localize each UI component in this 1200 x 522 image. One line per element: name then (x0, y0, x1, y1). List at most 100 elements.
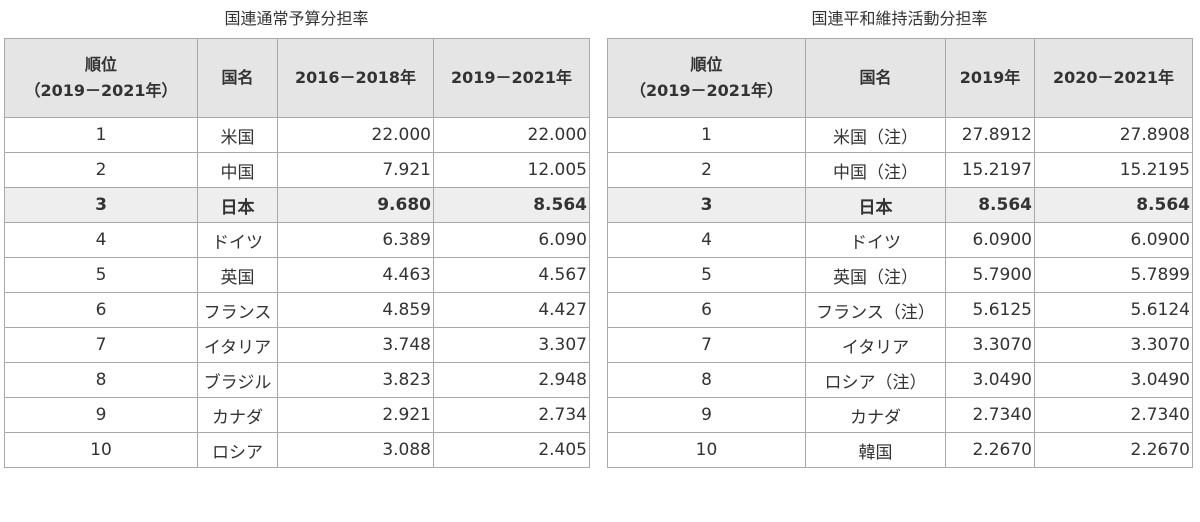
rank-cell: 5 (4, 257, 198, 293)
value-cell-1: 6.389 (277, 222, 434, 258)
period-column-header-1: 2016－2018年 (277, 38, 434, 118)
country-cell: 英国 (197, 257, 278, 293)
value-cell-1: 27.8912 (945, 117, 1035, 153)
rank-header-line2: （2019－2021年） (629, 81, 784, 100)
value-cell-1: 7.921 (277, 152, 434, 188)
country-cell: カナダ (805, 397, 946, 433)
value-cell-1: 3.748 (277, 327, 434, 363)
country-cell: 英国（注） (805, 257, 946, 293)
value-cell-1: 5.6125 (945, 292, 1035, 328)
value-cell-1: 4.463 (277, 257, 434, 293)
table-header-row: 順位 （2019－2021年） 国名 2016－2018年 2019－2021年 (4, 38, 590, 118)
rank-header-line1: 順位 (84, 55, 117, 74)
country-column-header: 国名 (805, 38, 946, 118)
rank-cell: 3 (4, 187, 198, 223)
value-cell-1: 9.680 (277, 187, 434, 223)
table-row: 5 英国 4.463 4.567 (4, 257, 590, 293)
rank-column-header: 順位 （2019－2021年） (607, 38, 806, 118)
country-cell: ブラジル (197, 362, 278, 398)
peacekeeping-table-block: 国連平和維持活動分担率 順位 （2019－2021年） 国名 2019年 202… (607, 0, 1193, 468)
table-row: 10 韓国 2.2670 2.2670 (607, 432, 1193, 468)
value-cell-2: 6.0900 (1034, 222, 1193, 258)
period-column-header-2: 2019－2021年 (433, 38, 590, 118)
year-column-header-1: 2019年 (945, 38, 1035, 118)
country-cell: 米国 (197, 117, 278, 153)
table-row: 10 ロシア 3.088 2.405 (4, 432, 590, 468)
rank-cell: 8 (4, 362, 198, 398)
table-row: 4 ドイツ 6.0900 6.0900 (607, 222, 1193, 258)
country-cell: イタリア (805, 327, 946, 363)
value-cell-2: 15.2195 (1034, 152, 1193, 188)
regular-budget-table-body: 1 米国 22.000 22.000 2 中国 7.921 12.005 3 日本 9.680 8.5… (4, 117, 590, 468)
regular-budget-table-block: 国連通常予算分担率 順位 （2019－2021年） 国名 2016－2018年 … (4, 0, 590, 468)
country-cell: ロシア（注） (805, 362, 946, 398)
table-row: 5 英国（注） 5.7900 5.7899 (607, 257, 1193, 293)
value-cell-2: 2.948 (433, 362, 590, 398)
table-row: 7 イタリア 3.748 3.307 (4, 327, 590, 363)
rank-cell: 9 (607, 397, 806, 433)
rank-cell: 10 (607, 432, 806, 468)
rank-cell: 3 (607, 187, 806, 223)
rank-cell: 4 (607, 222, 806, 258)
country-cell: 米国（注） (805, 117, 946, 153)
value-cell-1: 8.564 (945, 187, 1035, 223)
value-cell-2: 6.090 (433, 222, 590, 258)
country-cell: フランス (197, 292, 278, 328)
value-cell-1: 6.0900 (945, 222, 1035, 258)
rank-header-line2: （2019－2021年） (24, 81, 178, 100)
table-row: 3 日本 8.564 8.564 (607, 187, 1193, 223)
country-cell: イタリア (197, 327, 278, 363)
rank-cell: 10 (4, 432, 198, 468)
period-column-header-2: 2020－2021年 (1034, 38, 1193, 118)
value-cell-2: 2.405 (433, 432, 590, 468)
value-cell-1: 15.2197 (945, 152, 1035, 188)
value-cell-1: 5.7900 (945, 257, 1035, 293)
peacekeeping-caption: 国連平和維持活動分担率 (811, 9, 988, 28)
table-row: 2 中国（注） 15.2197 15.2195 (607, 152, 1193, 188)
peacekeeping-table-body: 1 米国（注） 27.8912 27.8908 2 中国（注） 15.2197 15.2195… (607, 117, 1193, 468)
value-cell-2: 4.567 (433, 257, 590, 293)
table-row: 6 フランス（注） 5.6125 5.6124 (607, 292, 1193, 328)
table-row: 2 中国 7.921 12.005 (4, 152, 590, 188)
rank-cell: 7 (607, 327, 806, 363)
value-cell-1: 4.859 (277, 292, 434, 328)
table-row: 9 カナダ 2.7340 2.7340 (607, 397, 1193, 433)
table-row: 9 カナダ 2.921 2.734 (4, 397, 590, 433)
value-cell-2: 2.2670 (1034, 432, 1193, 468)
value-cell-2: 8.564 (433, 187, 590, 223)
rank-cell: 9 (4, 397, 198, 433)
value-cell-2: 2.7340 (1034, 397, 1193, 433)
rank-cell: 2 (4, 152, 198, 188)
value-cell-1: 3.088 (277, 432, 434, 468)
country-cell: 日本 (805, 187, 946, 223)
value-cell-1: 3.3070 (945, 327, 1035, 363)
value-cell-2: 4.427 (433, 292, 590, 328)
regular-budget-caption: 国連通常予算分担率 (224, 9, 369, 28)
table-row: 3 日本 9.680 8.564 (4, 187, 590, 223)
table-row: 1 米国 22.000 22.000 (4, 117, 590, 153)
table-row: 4 ドイツ 6.389 6.090 (4, 222, 590, 258)
country-cell: ドイツ (197, 222, 278, 258)
rank-cell: 8 (607, 362, 806, 398)
rank-header-line1: 順位 (690, 55, 723, 74)
country-cell: 中国 (197, 152, 278, 188)
value-cell-1: 2.7340 (945, 397, 1035, 433)
table-row: 7 イタリア 3.3070 3.3070 (607, 327, 1193, 363)
rank-cell: 1 (607, 117, 806, 153)
value-cell-2: 5.7899 (1034, 257, 1193, 293)
table-header-row: 順位 （2019－2021年） 国名 2019年 2020－2021年 (607, 38, 1193, 118)
value-cell-2: 3.0490 (1034, 362, 1193, 398)
country-cell: 日本 (197, 187, 278, 223)
country-cell: ロシア (197, 432, 278, 468)
country-cell: 中国（注） (805, 152, 946, 188)
table-row: 6 フランス 4.859 4.427 (4, 292, 590, 328)
rank-cell: 5 (607, 257, 806, 293)
value-cell-2: 8.564 (1034, 187, 1193, 223)
table-row: 1 米国（注） 27.8912 27.8908 (607, 117, 1193, 153)
value-cell-2: 3.307 (433, 327, 590, 363)
country-cell: 韓国 (805, 432, 946, 468)
value-cell-1: 3.823 (277, 362, 434, 398)
value-cell-1: 2.921 (277, 397, 434, 433)
rank-cell: 1 (4, 117, 198, 153)
rank-cell: 7 (4, 327, 198, 363)
